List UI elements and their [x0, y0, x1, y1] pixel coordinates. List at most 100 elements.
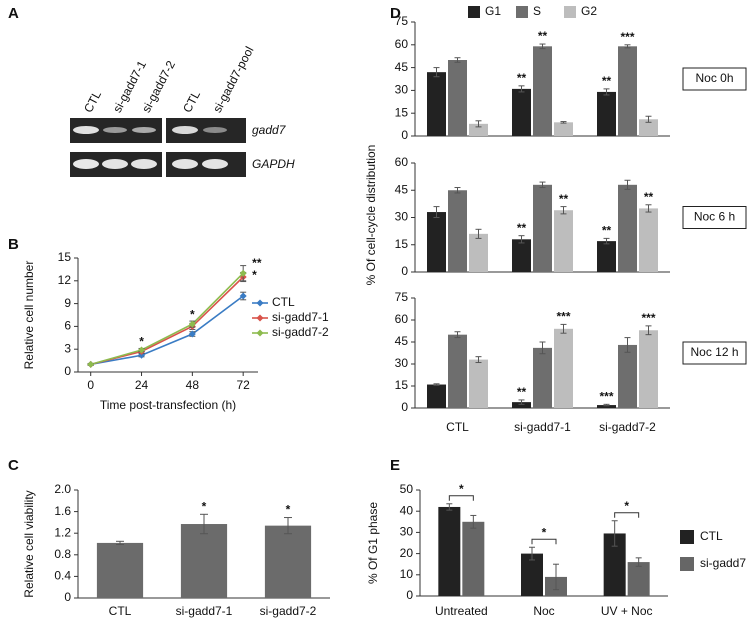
lane-label: CTL	[81, 88, 104, 115]
significance: **	[538, 29, 548, 43]
bar	[427, 72, 446, 136]
y-tick-label: 50	[400, 482, 414, 496]
legend-label: CTL	[272, 295, 295, 309]
y-tick-label: 0	[401, 264, 408, 278]
significance: **	[517, 385, 527, 399]
significance: *	[542, 525, 547, 539]
bar	[597, 91, 616, 136]
y-tick-label: 15	[58, 250, 72, 264]
y-tick-label: 0.8	[54, 547, 71, 561]
panel-label: B	[8, 236, 19, 253]
legend-swatch	[564, 6, 576, 18]
x-tick-label: 48	[186, 378, 200, 392]
series-line	[90, 295, 244, 366]
bar	[639, 208, 658, 272]
band	[131, 159, 157, 169]
band	[203, 127, 227, 133]
bar	[469, 359, 488, 408]
y-tick-label: 45	[395, 334, 409, 348]
point	[188, 330, 196, 338]
condition-box	[682, 67, 747, 91]
legend-label: G1	[485, 4, 501, 18]
lane-label: CTL	[180, 88, 203, 115]
panel-label: A	[8, 5, 19, 22]
point	[239, 269, 247, 277]
panel-label: D	[390, 5, 401, 22]
y-axis-label: % Of cell-cycle distribution	[364, 145, 378, 286]
y-tick-label: 0	[64, 364, 71, 378]
y-tick-label: 75	[395, 290, 409, 304]
bar	[448, 60, 467, 136]
x-tick-label: 72	[236, 378, 250, 392]
significance: *	[624, 499, 629, 513]
point	[239, 292, 247, 300]
y-tick-label: 60	[395, 37, 409, 51]
significance: ***	[620, 30, 634, 44]
band	[172, 159, 198, 169]
legend-swatch	[680, 530, 694, 544]
legend-swatch	[468, 6, 480, 18]
bar	[448, 334, 467, 408]
bar	[512, 88, 531, 136]
annotation: *	[252, 268, 257, 282]
annotation: *	[139, 335, 144, 349]
bar	[462, 521, 485, 596]
legend-marker	[256, 299, 264, 307]
significance: ***	[556, 310, 570, 324]
legend-swatch	[516, 6, 528, 18]
x-tick-label: 0	[87, 378, 94, 392]
row-label: GAPDH	[252, 157, 295, 171]
y-axis-label: Relative cell number	[22, 261, 36, 370]
significance: **	[602, 74, 612, 88]
band	[73, 126, 99, 134]
y-tick-label: 1.6	[54, 504, 71, 518]
bar	[533, 46, 552, 136]
bar	[597, 405, 616, 408]
point	[138, 351, 146, 359]
significance: **	[559, 192, 569, 206]
bar	[521, 553, 543, 596]
bracket	[531, 538, 557, 545]
band	[202, 159, 228, 169]
band	[132, 127, 156, 133]
significance: **	[644, 190, 654, 204]
annotation: *	[190, 307, 195, 321]
y-tick-label: 0	[64, 590, 71, 604]
y-tick-label: 12	[58, 273, 72, 287]
bar	[469, 233, 488, 272]
bar	[264, 525, 312, 598]
legend-label: CTL	[700, 529, 723, 543]
point	[87, 360, 95, 368]
x-tick-label: si-gadd7-1	[176, 604, 233, 618]
y-tick-label: 30	[400, 525, 414, 539]
significance: **	[517, 71, 527, 85]
bar	[96, 542, 144, 598]
y-axis-label: Relative cell viability	[22, 490, 36, 597]
legend-marker	[256, 314, 264, 322]
y-tick-label: 6	[64, 319, 71, 333]
significance: **	[602, 224, 612, 238]
x-tick-label: UV + Noc	[601, 604, 653, 618]
x-tick-label: CTL	[109, 604, 132, 618]
x-axis-label: Time post-transfection (h)	[100, 398, 236, 412]
series-line	[90, 276, 244, 366]
significance: **	[517, 221, 527, 235]
y-tick-label: 75	[395, 14, 409, 28]
y-tick-label: 0	[401, 128, 408, 142]
y-tick-label: 45	[395, 182, 409, 196]
y-tick-label: 15	[395, 105, 409, 119]
lane-label: si-gadd7-pool	[210, 44, 257, 115]
bar	[512, 239, 531, 272]
y-tick-label: 0	[401, 400, 408, 414]
bar	[427, 384, 446, 408]
y-tick-label: 10	[400, 567, 414, 581]
legend-label: si-gadd7	[700, 556, 746, 570]
bar	[618, 344, 637, 408]
bar	[469, 123, 488, 136]
y-tick-label: 1.2	[54, 525, 71, 539]
bar	[533, 347, 552, 408]
condition-label: Noc 6 h	[694, 210, 735, 224]
legend-swatch	[680, 557, 694, 571]
y-tick-label: 30	[395, 210, 409, 224]
